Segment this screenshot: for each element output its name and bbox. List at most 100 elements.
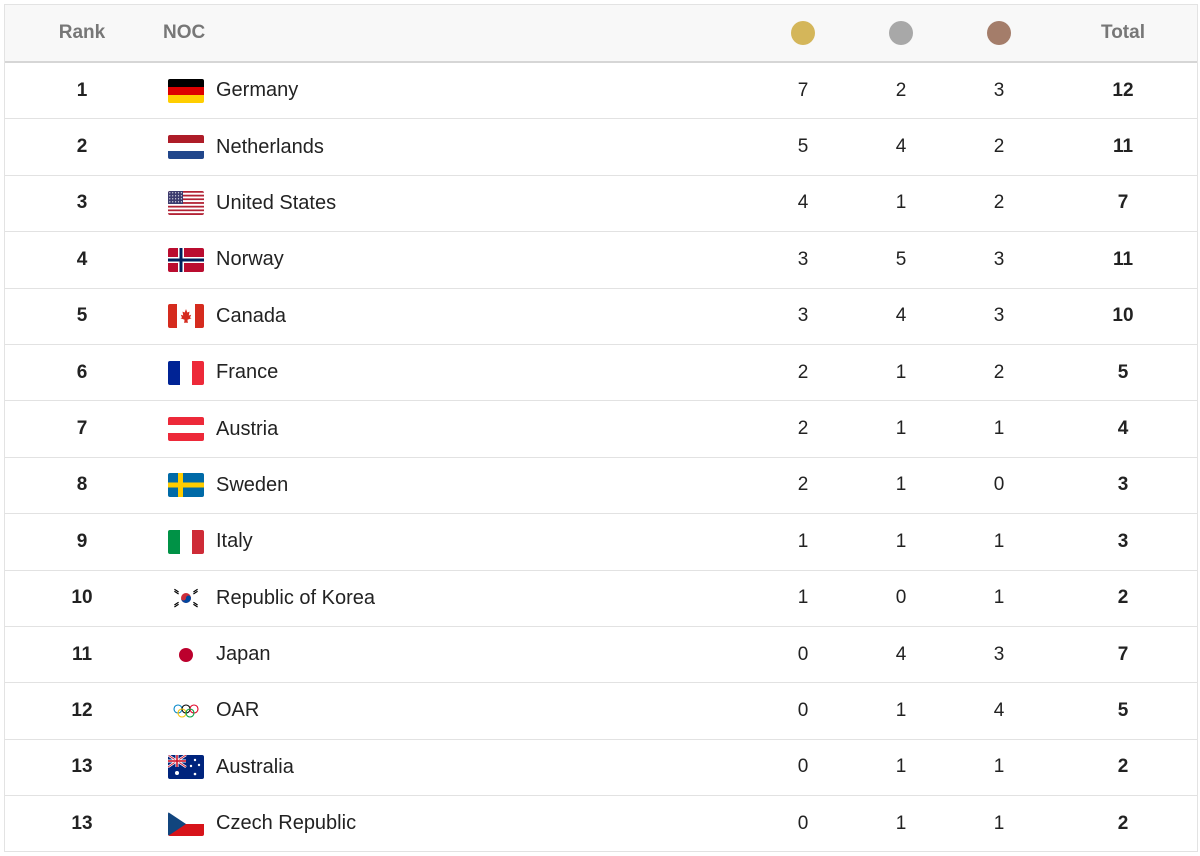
table-row[interactable]: 11 Japan 0 4 3 7 [5,627,1197,684]
norway-flag-icon [168,247,204,272]
total-column-header[interactable]: Total [1101,22,1145,43]
country-name[interactable]: Austria [216,417,279,440]
gold-column-header[interactable] [753,5,853,61]
country-name[interactable]: Australia [216,755,294,778]
total-count-cell: 7 [1117,643,1129,665]
silver-medal-icon [889,21,913,45]
table-row[interactable]: 9 Italy 1 1 1 3 [5,514,1197,571]
rank-cell: 1 [76,79,88,101]
silver-count-cell: 4 [895,136,907,158]
total-count-cell: 3 [1117,474,1129,496]
table-row[interactable]: 13 Czech Republic 0 1 1 2 [5,796,1197,853]
czech-republic-flag-icon [168,811,204,836]
silver-count-cell: 4 [895,643,907,665]
table-row[interactable]: 7 Austria 2 1 1 4 [5,401,1197,458]
country-name[interactable]: Sweden [216,473,289,496]
silver-count-cell: 1 [895,530,907,552]
united-states-flag-icon [168,191,204,216]
korea-flag-icon [168,586,204,611]
table-row[interactable]: 13 Australia 0 1 1 2 [5,740,1197,797]
table-row[interactable]: 2 Netherlands 5 4 2 11 [5,119,1197,176]
country-name[interactable]: Germany [216,79,299,102]
country-name[interactable]: Japan [216,643,271,666]
country-name[interactable]: Czech Republic [216,812,357,835]
gold-count-cell: 2 [797,418,809,440]
australia-flag-icon [168,755,204,780]
bronze-count-cell: 2 [993,361,1005,383]
noc-cell: Japan [163,627,723,682]
silver-count-cell: 1 [895,756,907,778]
table-row[interactable]: 6 France 2 1 2 5 [5,345,1197,402]
france-flag-icon [168,360,204,385]
country-name[interactable]: Italy [216,530,253,553]
noc-cell: Sweden [163,458,723,513]
silver-count-cell: 2 [895,79,907,101]
rank-cell: 6 [76,361,88,383]
silver-column-header[interactable] [851,5,951,61]
table-row[interactable]: 10 Republic of Korea 1 0 1 2 [5,571,1197,627]
total-count-cell: 5 [1117,699,1129,721]
silver-count-cell: 1 [895,699,907,721]
bronze-count-cell: 1 [993,756,1005,778]
bronze-count-cell: 1 [993,530,1005,552]
country-name[interactable]: Canada [216,304,287,327]
silver-count-cell: 0 [895,587,907,609]
total-count-cell: 4 [1117,418,1129,440]
bronze-count-cell: 1 [993,587,1005,609]
olympic-rings-flag-icon [168,698,204,723]
gold-count-cell: 1 [797,587,809,609]
table-row[interactable]: 3 United States 4 1 2 7 [5,176,1197,233]
gold-count-cell: 7 [797,79,809,101]
germany-flag-icon [168,78,204,103]
gold-count-cell: 4 [797,192,809,214]
country-name[interactable]: Republic of Korea [216,586,375,609]
bronze-count-cell: 3 [993,248,1005,270]
noc-cell: OAR [163,683,723,738]
table-row[interactable]: 1 Germany 7 2 3 12 [5,63,1197,120]
table-row[interactable]: 4 Norway 3 5 3 11 [5,232,1197,289]
total-count-cell: 12 [1112,79,1134,101]
country-name[interactable]: OAR [216,699,260,722]
bronze-medal-icon [987,21,1011,45]
country-name[interactable]: Netherlands [216,135,324,158]
table-row[interactable]: 8 Sweden 2 1 0 3 [5,458,1197,515]
bronze-count-cell: 2 [993,136,1005,158]
rank-cell: 3 [76,192,88,214]
bronze-count-cell: 3 [993,643,1005,665]
rank-cell: 5 [76,305,88,327]
noc-cell: Republic of Korea [163,571,723,626]
gold-count-cell: 0 [797,643,809,665]
gold-count-cell: 0 [797,756,809,778]
rank-cell: 7 [76,418,88,440]
country-name[interactable]: France [216,361,279,384]
noc-column-header[interactable]: NOC [163,22,206,43]
rank-cell: 12 [71,699,93,721]
country-name[interactable]: United States [216,191,337,214]
canada-flag-icon [168,304,204,329]
rank-cell: 4 [76,248,88,270]
bronze-count-cell: 4 [993,699,1005,721]
total-count-cell: 7 [1117,192,1129,214]
silver-count-cell: 1 [895,361,907,383]
rank-cell: 8 [76,474,88,496]
rank-cell: 10 [71,587,93,609]
country-name[interactable]: Norway [216,248,284,271]
table-row[interactable]: 12 OAR 0 1 4 5 [5,683,1197,740]
rank-cell: 11 [71,643,93,665]
noc-cell: Austria [163,401,723,456]
bronze-column-header[interactable] [949,5,1049,61]
silver-count-cell: 1 [895,474,907,496]
netherlands-flag-icon [168,135,204,160]
bronze-count-cell: 3 [993,79,1005,101]
noc-cell: Canada [163,289,723,344]
bronze-count-cell: 2 [993,192,1005,214]
rank-column-header[interactable]: Rank [58,22,106,43]
table-row[interactable]: 5 Canada 3 4 3 10 [5,289,1197,345]
silver-count-cell: 1 [895,192,907,214]
gold-count-cell: 0 [797,699,809,721]
total-count-cell: 2 [1117,756,1129,778]
noc-cell: Italy [163,514,723,569]
japan-flag-icon [168,642,204,667]
rank-cell: 9 [76,530,88,552]
austria-flag-icon [168,417,204,442]
